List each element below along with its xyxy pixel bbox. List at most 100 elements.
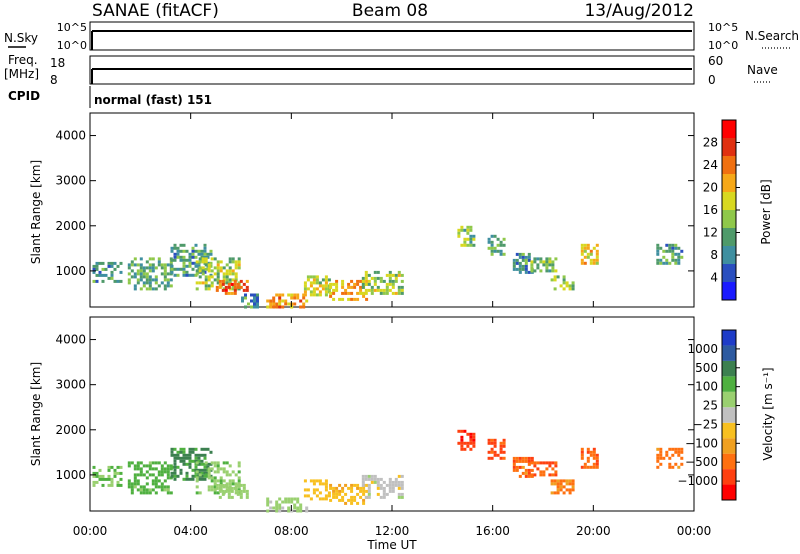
heatmap-cell: [332, 291, 336, 295]
heatmap-cell: [592, 456, 596, 460]
heatmap-cell: [548, 473, 552, 477]
heatmap-cell: [568, 482, 572, 486]
heatmap-cell: [394, 483, 398, 487]
heatmap-cell: [130, 461, 134, 465]
heatmap-cell: [324, 293, 328, 297]
heatmap-cell: [198, 260, 202, 264]
heatmap-cell: [166, 485, 170, 489]
heatmap-cell: [589, 453, 593, 457]
heatmap-cell: [160, 464, 164, 468]
heatmap-cell: [356, 297, 360, 301]
heatmap-cell: [318, 281, 322, 285]
heatmap-cell: [119, 483, 123, 487]
heatmap-cell: [204, 287, 208, 291]
heatmap-cell: [170, 264, 174, 268]
heatmap-cell: [472, 234, 476, 238]
power-panel-frame: [89, 112, 695, 308]
nsky-label: N.Sky: [4, 31, 38, 45]
heatmap-cell: [173, 456, 177, 460]
heatmap-cell: [656, 246, 660, 250]
heatmap-cell: [394, 291, 398, 295]
heatmap-cell: [275, 503, 279, 507]
heatmap-cell: [493, 450, 497, 454]
heatmap-cell: [210, 257, 214, 261]
heatmap-cell: [299, 305, 303, 309]
heatmap-cell: [305, 509, 309, 513]
heatmap-cell: [227, 291, 231, 295]
heatmap-cell: [515, 252, 519, 256]
heatmap-cell: [394, 279, 398, 283]
heatmap-cell: [580, 252, 584, 256]
colorbar-segment: [722, 376, 736, 392]
heatmap-cell: [677, 246, 681, 250]
heatmap-cell: [145, 260, 149, 264]
heatmap-cell: [318, 479, 322, 483]
heatmap-cell: [550, 482, 554, 486]
heatmap-cell: [496, 243, 500, 247]
heatmap-cell: [210, 275, 214, 279]
heatmap-cell: [521, 252, 525, 256]
heatmap-cell: [539, 461, 543, 465]
heatmap-cell: [195, 269, 199, 273]
heatmap-cell: [562, 275, 566, 279]
heatmap-cell: [133, 287, 137, 291]
heatmap-cell: [136, 488, 140, 492]
heatmap-cell: [154, 287, 158, 291]
colorbar-tick-label: 25: [703, 399, 718, 413]
heatmap-cell: [400, 279, 404, 283]
heatmap-cell: [92, 270, 96, 274]
heatmap-cell: [182, 447, 186, 451]
heatmap-cell: [592, 261, 596, 265]
heatmap-cell: [335, 279, 339, 283]
heatmap-cell: [278, 497, 282, 501]
heatmap-cell: [231, 260, 235, 264]
heatmap-cell: [142, 473, 146, 477]
heatmap-cell: [278, 296, 282, 300]
heatmap-cell: [512, 459, 516, 463]
heatmap-cell: [234, 482, 238, 486]
heatmap-cell: [364, 273, 368, 277]
heatmap-cell: [327, 278, 331, 282]
heatmap-cell: [101, 483, 105, 487]
heatmap-cell: [200, 474, 204, 478]
heatmap-cell: [185, 273, 189, 277]
heatmap-cell: [356, 282, 360, 286]
heatmap-cell: [200, 468, 204, 472]
heatmap-cell: [554, 257, 558, 261]
heatmap-cell: [203, 249, 207, 253]
heatmap-cell: [521, 471, 525, 475]
heatmap-cell: [671, 258, 675, 262]
heatmap-cell: [194, 453, 198, 457]
heatmap-cell: [215, 483, 219, 487]
heatmap-cell: [536, 461, 540, 465]
heatmap-cell: [665, 261, 669, 265]
heatmap-cell: [139, 467, 143, 471]
heatmap-cell: [589, 261, 593, 265]
heatmap-cell: [119, 471, 123, 475]
heatmap-cell: [188, 447, 192, 451]
colorbar-tick-label: 1000: [687, 342, 718, 356]
heatmap-cell: [524, 258, 528, 262]
heatmap-cell: [490, 438, 494, 442]
heatmap-cell: [113, 267, 117, 271]
heatmap-cell: [680, 249, 684, 253]
heatmap-cell: [236, 483, 240, 487]
heatmap-cell: [388, 270, 392, 274]
heatmap-cell: [460, 435, 464, 439]
heatmap-cell: [237, 464, 241, 468]
heatmap-cell: [556, 479, 560, 483]
heatmap-cell: [524, 264, 528, 268]
heatmap-cell: [110, 276, 114, 280]
heatmap-cell: [148, 473, 152, 477]
heatmap-cell: [148, 464, 152, 468]
heatmap-cell: [110, 480, 114, 484]
heatmap-cell: [207, 278, 211, 282]
heatmap-cell: [361, 477, 365, 481]
heatmap-cell: [496, 249, 500, 253]
heatmap-cell: [589, 249, 593, 253]
heatmap-cell: [145, 482, 149, 486]
heatmap-cell: [362, 294, 366, 298]
heatmap-cell: [312, 293, 316, 297]
heatmap-cell: [361, 291, 365, 295]
heatmap-cell: [367, 273, 371, 277]
